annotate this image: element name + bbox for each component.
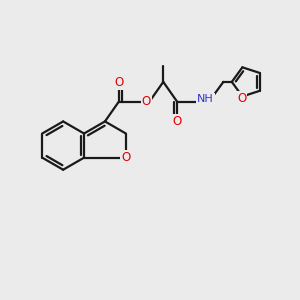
Text: O: O: [142, 95, 151, 108]
Text: O: O: [121, 151, 130, 164]
Text: O: O: [172, 115, 182, 128]
Text: O: O: [237, 92, 246, 105]
Text: O: O: [114, 76, 123, 89]
Text: NH: NH: [197, 94, 214, 104]
